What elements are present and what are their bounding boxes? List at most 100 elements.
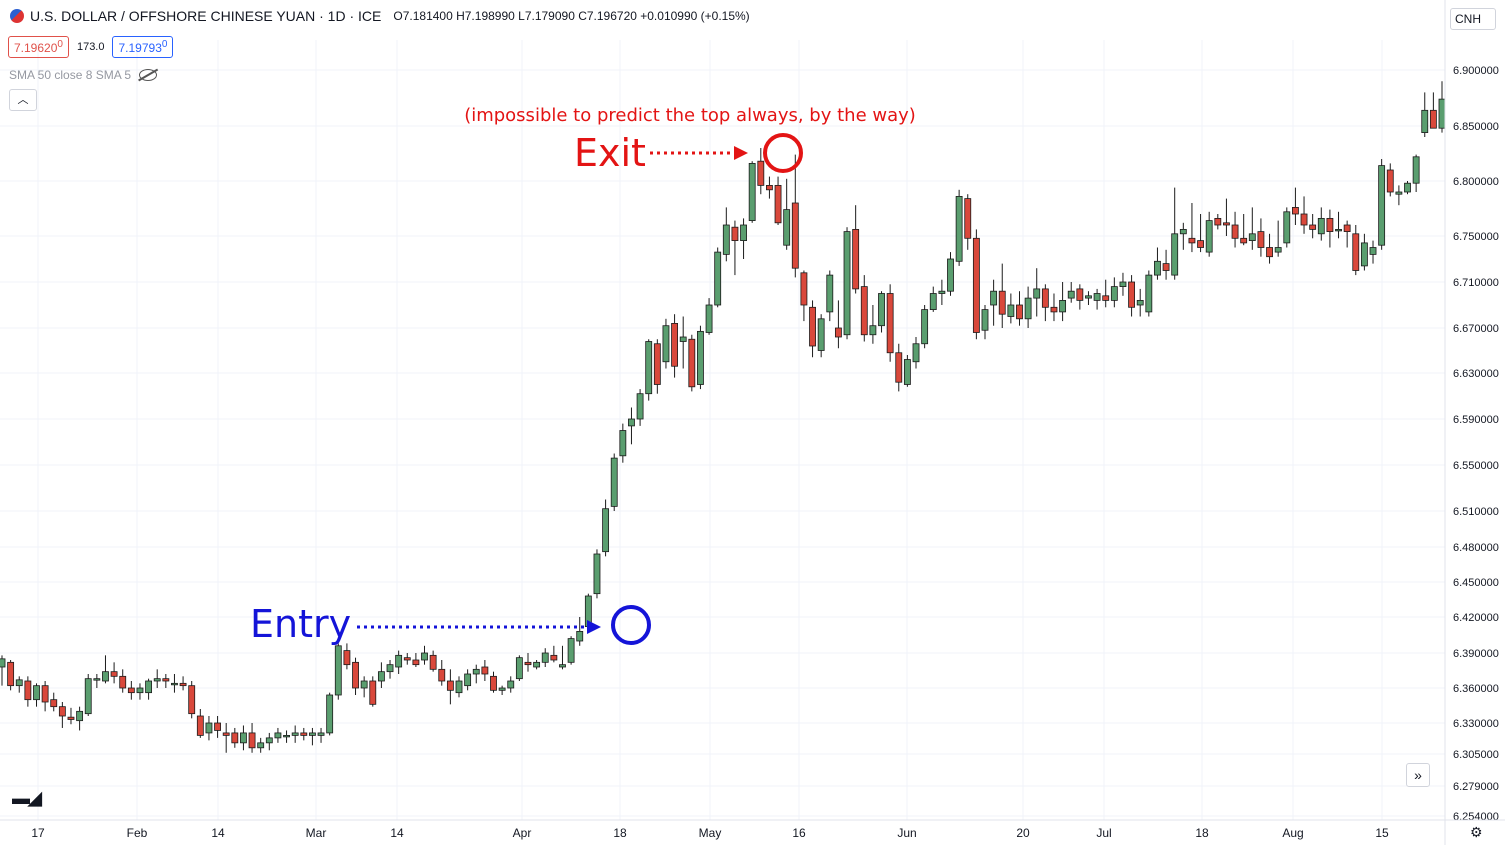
candle — [834, 300, 842, 349]
buy-price-pip: 0 — [161, 39, 168, 50]
x-tick-label: Jul — [1096, 826, 1111, 840]
candle — [636, 389, 644, 426]
x-tick-label: 17 — [31, 826, 45, 840]
x-tick-label: Mar — [306, 826, 327, 840]
candle — [981, 305, 989, 340]
exit-label: Exit — [574, 131, 646, 175]
candle — [576, 617, 584, 646]
candle — [127, 681, 135, 700]
candle — [1283, 207, 1291, 248]
candle — [869, 305, 877, 344]
candle — [921, 305, 929, 349]
candle — [145, 678, 153, 700]
candle — [464, 669, 472, 691]
candle — [860, 275, 868, 342]
candles-series — [0, 81, 1446, 753]
candle — [705, 298, 713, 335]
candle — [791, 154, 799, 278]
candle — [1248, 207, 1256, 250]
candle — [1300, 196, 1308, 234]
candle — [1395, 185, 1403, 206]
x-tick-label: 15 — [1375, 826, 1389, 840]
gear-icon[interactable]: ⚙ — [1470, 824, 1483, 840]
candle — [671, 314, 678, 378]
candle — [1110, 277, 1118, 308]
candle — [1343, 220, 1351, 248]
candle — [15, 676, 23, 693]
candle — [1154, 247, 1161, 280]
candle — [274, 727, 282, 743]
y-tick-label: 6.450000 — [1453, 577, 1499, 589]
collapse-legend-button[interactable]: ︿ — [9, 89, 37, 111]
candle — [1205, 211, 1213, 257]
scroll-to-realtime-button[interactable]: » — [1406, 763, 1430, 787]
y-tick-label: 6.390000 — [1453, 648, 1499, 660]
candle — [541, 648, 549, 667]
y-tick-label: 6.279000 — [1453, 781, 1499, 793]
time-axis[interactable]: 17 Feb 14 Mar 14 Apr 18 May 16 Jun 20 Jul 18 Aug 15 — [0, 819, 1505, 840]
candle — [222, 723, 230, 753]
candle — [1059, 282, 1067, 322]
candle — [610, 453, 618, 511]
y-tick-label: 6.670000 — [1453, 323, 1499, 335]
candle — [826, 270, 834, 322]
y-tick-label: 6.800000 — [1453, 176, 1499, 188]
tradingview-logo: ▬◢ — [12, 788, 42, 808]
candle — [41, 681, 49, 712]
hidden-eye-icon[interactable] — [139, 69, 158, 81]
candle — [903, 355, 911, 387]
candle — [559, 645, 566, 670]
candle — [645, 339, 653, 401]
candle — [990, 279, 998, 326]
candle — [33, 683, 40, 707]
x-tick-label: Apr — [513, 826, 532, 840]
candle — [309, 727, 316, 746]
candle — [395, 650, 403, 674]
currency-selector[interactable]: CNH — [1450, 8, 1496, 30]
candle — [1404, 181, 1411, 195]
y-tick-label: 6.850000 — [1453, 121, 1499, 133]
candle — [300, 727, 308, 741]
candle — [171, 674, 178, 693]
candle — [602, 499, 610, 557]
sell-button[interactable]: 7.196200 — [8, 36, 69, 58]
candle — [265, 732, 273, 751]
candle — [955, 189, 963, 266]
candle — [653, 339, 661, 394]
candle — [679, 316, 687, 369]
candle — [1214, 214, 1222, 230]
buy-button[interactable]: 7.197930 — [112, 36, 174, 58]
candle — [748, 161, 756, 223]
x-tick-label: Feb — [127, 826, 148, 840]
candle — [1309, 214, 1317, 239]
y-tick-label: 6.480000 — [1453, 542, 1499, 554]
exit-circle-marker — [763, 133, 803, 173]
candle — [507, 676, 515, 693]
candle — [533, 660, 541, 670]
candle — [1317, 207, 1325, 241]
indicator-legend[interactable]: SMA 50 close 8 SMA 5 — [9, 68, 158, 82]
candle — [421, 645, 428, 665]
candle — [697, 325, 704, 390]
candle — [93, 674, 101, 688]
candle — [334, 643, 342, 700]
ohlc-readout: O7.181400 H7.198990 L7.179090 C7.196720 … — [393, 9, 750, 23]
chart-header: U.S. DOLLAR / OFFSHORE CHINESE YUAN · 1D… — [10, 8, 750, 24]
annotations-layer: (impossible to predict the top always, b… — [250, 105, 916, 646]
candle — [67, 707, 75, 725]
candle — [619, 423, 627, 463]
symbol-title[interactable]: U.S. DOLLAR / OFFSHORE CHINESE YUAN · 1D… — [30, 8, 382, 24]
candle — [179, 676, 187, 691]
y-tick-label: 6.510000 — [1453, 506, 1499, 518]
candle — [938, 279, 946, 305]
price-axis[interactable]: 6.900000 6.850000 6.800000 6.750000 6.710000… — [1444, 0, 1499, 845]
x-tick-label: 20 — [1016, 826, 1030, 840]
exit-arrow-head — [734, 146, 748, 160]
x-tick-label: 18 — [613, 826, 627, 840]
candle — [162, 674, 170, 688]
candle — [1188, 203, 1196, 253]
candle — [248, 723, 256, 753]
candle — [1033, 268, 1041, 317]
candle — [1119, 272, 1127, 296]
